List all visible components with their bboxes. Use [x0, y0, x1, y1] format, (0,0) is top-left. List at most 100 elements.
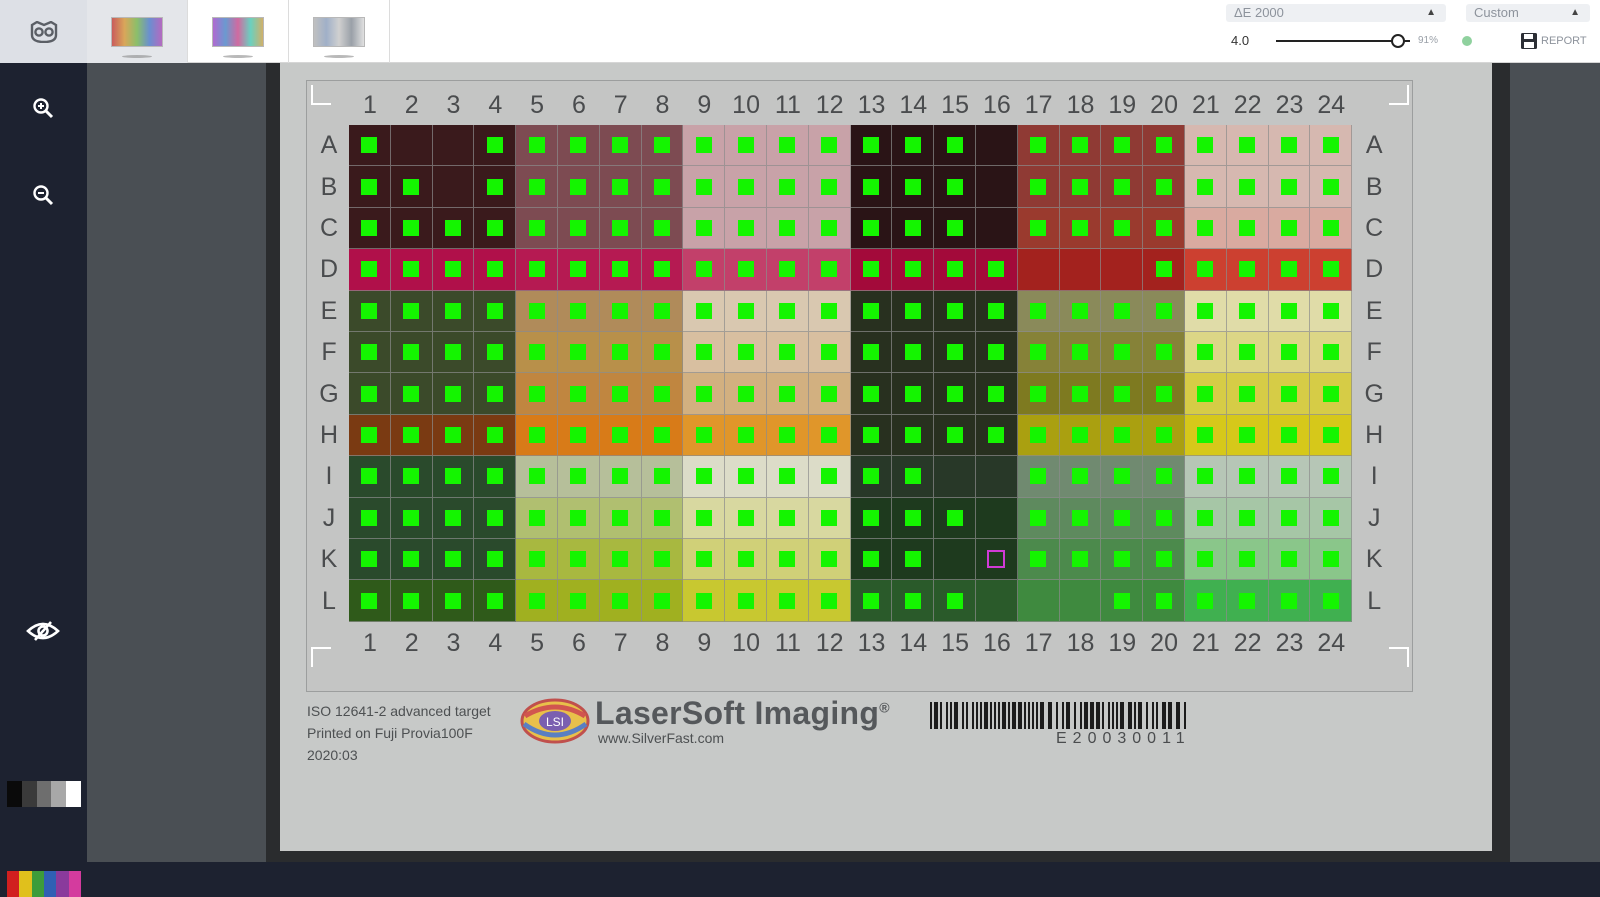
patch-H9[interactable] [683, 414, 726, 457]
patch-L4[interactable] [474, 580, 517, 622]
patch-F9[interactable] [683, 332, 726, 374]
patch-E21[interactable] [1185, 290, 1227, 332]
patch-I12[interactable] [808, 456, 851, 498]
patch-H14[interactable] [892, 414, 935, 457]
patch-E17[interactable] [1017, 290, 1060, 332]
patch-A17[interactable] [1017, 125, 1060, 167]
patch-C9[interactable] [683, 207, 726, 250]
patch-L14[interactable] [892, 580, 935, 622]
patch-L3[interactable] [432, 580, 475, 622]
patch-L22[interactable] [1226, 580, 1269, 622]
patch-K20[interactable] [1143, 539, 1185, 581]
patch-D5[interactable] [516, 249, 558, 291]
patch-A5[interactable] [516, 125, 558, 167]
patch-I19[interactable] [1101, 456, 1144, 498]
patch-H22[interactable] [1226, 414, 1269, 457]
patch-K16[interactable] [976, 539, 1018, 581]
patch-L17[interactable] [1017, 580, 1060, 622]
patch-G3[interactable] [432, 373, 475, 415]
patch-K13[interactable] [850, 539, 893, 581]
patch-G13[interactable] [850, 373, 893, 415]
patch-F16[interactable] [976, 332, 1018, 374]
patch-F6[interactable] [558, 332, 600, 374]
patch-J23[interactable] [1268, 497, 1311, 539]
patch-F5[interactable] [516, 332, 558, 374]
patch-L10[interactable] [725, 580, 767, 622]
patch-I14[interactable] [892, 456, 935, 498]
patch-C4[interactable] [474, 207, 517, 250]
patch-J7[interactable] [599, 497, 642, 539]
patch-J3[interactable] [432, 497, 475, 539]
patch-H5[interactable] [516, 414, 558, 457]
patch-J5[interactable] [516, 497, 558, 539]
patch-H24[interactable] [1310, 414, 1353, 457]
patch-D4[interactable] [474, 249, 517, 291]
patch-E8[interactable] [641, 290, 684, 332]
patch-C18[interactable] [1059, 207, 1102, 250]
patch-B22[interactable] [1226, 166, 1269, 208]
patch-G24[interactable] [1310, 373, 1353, 415]
slider-handle[interactable] [1390, 34, 1405, 48]
patch-J16[interactable] [976, 497, 1018, 539]
patch-B11[interactable] [767, 166, 809, 208]
patch-K17[interactable] [1017, 539, 1060, 581]
patch-D23[interactable] [1268, 249, 1311, 291]
patch-F21[interactable] [1185, 332, 1227, 374]
patch-I2[interactable] [390, 456, 433, 498]
patch-A19[interactable] [1101, 125, 1144, 167]
patch-D21[interactable] [1185, 249, 1227, 291]
patch-H2[interactable] [390, 414, 433, 457]
patch-L6[interactable] [558, 580, 600, 622]
patch-F12[interactable] [808, 332, 851, 374]
patch-L20[interactable] [1143, 580, 1185, 622]
patch-G2[interactable] [390, 373, 433, 415]
patch-E13[interactable] [850, 290, 893, 332]
patch-G12[interactable] [808, 373, 851, 415]
patch-H6[interactable] [558, 414, 600, 457]
patch-K1[interactable] [349, 539, 391, 581]
patch-H4[interactable] [474, 414, 517, 457]
patch-L21[interactable] [1185, 580, 1227, 622]
patch-E24[interactable] [1310, 290, 1353, 332]
patch-L16[interactable] [976, 580, 1018, 622]
patch-A1[interactable] [349, 125, 391, 167]
patch-F23[interactable] [1268, 332, 1311, 374]
patch-G21[interactable] [1185, 373, 1227, 415]
patch-C12[interactable] [808, 207, 851, 250]
patch-D2[interactable] [390, 249, 433, 291]
patch-A18[interactable] [1059, 125, 1102, 167]
patch-F2[interactable] [390, 332, 433, 374]
patch-G5[interactable] [516, 373, 558, 415]
patch-I21[interactable] [1185, 456, 1227, 498]
patch-A8[interactable] [641, 125, 684, 167]
patch-L19[interactable] [1101, 580, 1144, 622]
patch-K10[interactable] [725, 539, 767, 581]
patch-C2[interactable] [390, 207, 433, 250]
patch-I18[interactable] [1059, 456, 1102, 498]
patch-E5[interactable] [516, 290, 558, 332]
patch-B4[interactable] [474, 166, 517, 208]
patch-J13[interactable] [850, 497, 893, 539]
patch-H19[interactable] [1101, 414, 1144, 457]
patch-D3[interactable] [432, 249, 475, 291]
patch-I8[interactable] [641, 456, 684, 498]
patch-B1[interactable] [349, 166, 391, 208]
patch-A12[interactable] [808, 125, 851, 167]
patch-H13[interactable] [850, 414, 893, 457]
patch-C15[interactable] [934, 207, 976, 250]
patch-K12[interactable] [808, 539, 851, 581]
patch-L24[interactable] [1310, 580, 1353, 622]
patch-K6[interactable] [558, 539, 600, 581]
patch-B23[interactable] [1268, 166, 1311, 208]
patch-B5[interactable] [516, 166, 558, 208]
patch-B12[interactable] [808, 166, 851, 208]
patch-F1[interactable] [349, 332, 391, 374]
patch-H8[interactable] [641, 414, 684, 457]
patch-H11[interactable] [767, 414, 809, 457]
patch-C6[interactable] [558, 207, 600, 250]
patch-D1[interactable] [349, 249, 391, 291]
patch-G11[interactable] [767, 373, 809, 415]
patch-K7[interactable] [599, 539, 642, 581]
patch-D16[interactable] [976, 249, 1018, 291]
patch-E18[interactable] [1059, 290, 1102, 332]
